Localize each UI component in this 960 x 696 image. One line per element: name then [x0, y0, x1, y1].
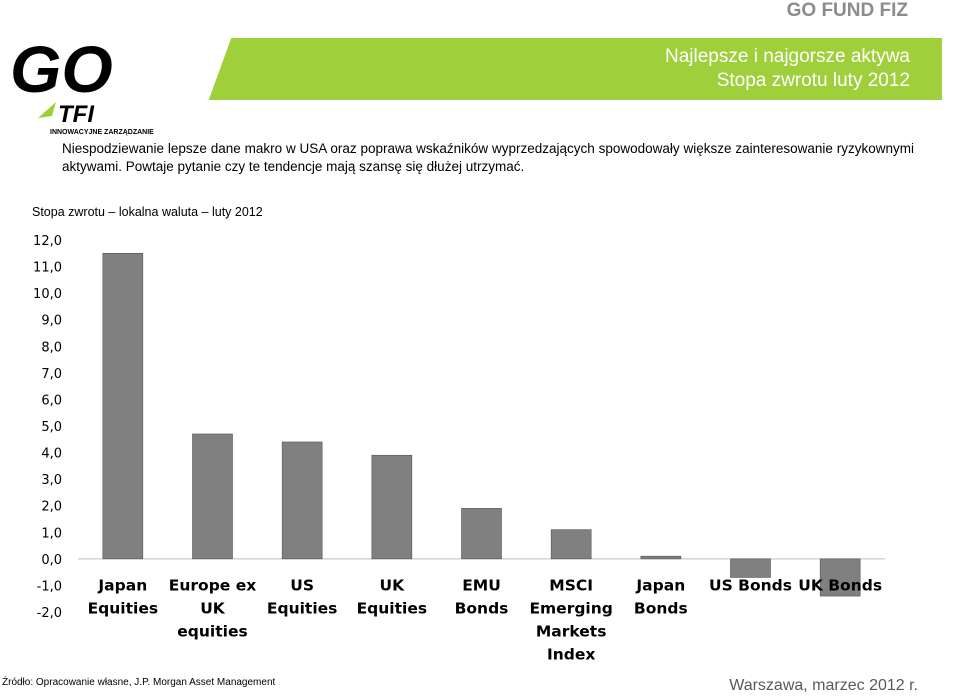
x-category-label: Equities	[357, 599, 428, 617]
y-tick-label: 11,0	[33, 261, 62, 276]
y-tick-label: 0,0	[41, 553, 62, 568]
x-category-label: UK	[200, 599, 226, 617]
bar	[640, 555, 682, 560]
page-title-line2: Stopa zwrotu luty 2012	[716, 70, 910, 91]
bar	[281, 441, 323, 560]
bar-chart: 12,0 11,0 10,0 9,0 8,0 7,0 6,0 5,0 4,0 3,0 2,0 1,0 0…	[33, 234, 885, 663]
logo-mark	[38, 102, 56, 118]
x-category-label: Equities	[267, 599, 338, 617]
x-category-label: Markets	[536, 622, 607, 640]
bar	[192, 433, 233, 560]
place-date: Warszawa, marzec 2012 r.	[729, 677, 918, 694]
y-tick-label: 6,0	[41, 393, 62, 408]
y-tick-label: 1,0	[41, 526, 62, 541]
brand-header: GO FUND FIZ	[786, 0, 908, 21]
y-tick-label: 3,0	[41, 473, 62, 488]
bar	[102, 252, 144, 560]
source-note: Źródło: Opracowanie własne, J.P. Morgan …	[2, 677, 276, 688]
logo-tfi: TFI	[58, 101, 95, 128]
y-tick-label: 12,0	[33, 234, 62, 249]
y-tick-label: 10,0	[33, 287, 62, 302]
x-category-label: Europe ex	[169, 576, 256, 594]
y-tick-label: 9,0	[41, 314, 62, 329]
page-title: Najlepsze i najgorsze aktywa Stopa zwrot…	[665, 45, 910, 93]
y-tick-label: 4,0	[41, 447, 62, 462]
x-category-label: UK Bonds	[798, 576, 882, 594]
y-tick-label: -2,0	[37, 606, 62, 621]
y-tick-label: 7,0	[41, 367, 62, 382]
x-category-label: EMU	[462, 576, 501, 594]
bar	[461, 508, 502, 560]
x-category-label: Japan	[97, 576, 147, 594]
x-category-label: Equities	[88, 599, 159, 617]
logo-go: GO	[10, 32, 113, 106]
go-tfi-logo: GO TFI INNOWACYJNE ZARZĄDZANIE	[10, 32, 154, 136]
bar	[730, 558, 771, 578]
x-category-label: Bonds	[455, 599, 509, 617]
chart-title: Stopa zwrotu – lokalna waluta – luty 201…	[32, 205, 263, 219]
x-category-label: US Bonds	[709, 576, 792, 594]
y-tick-label: -1,0	[37, 579, 62, 594]
x-category-label: MSCI	[549, 576, 593, 594]
bar	[550, 529, 592, 560]
y-tick-label: 5,0	[41, 420, 62, 435]
bar	[819, 558, 861, 597]
page-title-line1: Najlepsze i najgorsze aktywa	[664, 46, 910, 67]
bar	[371, 454, 413, 560]
x-category-label: Bonds	[634, 599, 688, 617]
x-category-label: US	[290, 576, 314, 594]
intro-paragraph: Niespodziewanie lepsze dane makro w USA …	[62, 141, 914, 174]
x-category-label: UK	[380, 576, 406, 594]
y-tick-label: 8,0	[41, 340, 62, 355]
x-category-label: Emerging	[529, 599, 612, 617]
logo-tagline: INNOWACYJNE ZARZĄDZANIE	[50, 129, 154, 136]
x-category-label: Index	[547, 645, 595, 663]
title-banner	[192, 38, 942, 100]
y-tick-label: 2,0	[41, 500, 62, 515]
x-category-label: equities	[177, 622, 247, 640]
x-category-label: Japan	[635, 576, 685, 594]
